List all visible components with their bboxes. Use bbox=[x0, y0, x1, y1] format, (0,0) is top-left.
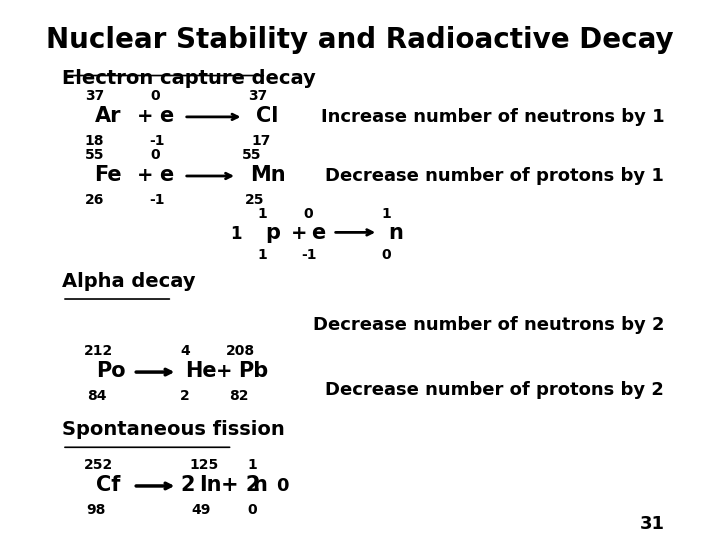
Text: Cl: Cl bbox=[256, 106, 279, 126]
Text: 26: 26 bbox=[85, 193, 104, 207]
Text: 1: 1 bbox=[247, 458, 257, 472]
Text: Decrease number of neutrons by 2: Decrease number of neutrons by 2 bbox=[313, 316, 665, 334]
Text: 1: 1 bbox=[230, 225, 242, 243]
Text: -1: -1 bbox=[302, 248, 318, 262]
Text: -1: -1 bbox=[149, 134, 164, 148]
Text: Fe: Fe bbox=[94, 165, 122, 185]
Text: 31: 31 bbox=[639, 515, 665, 533]
Text: +: + bbox=[216, 362, 233, 381]
Text: Decrease number of protons by 1: Decrease number of protons by 1 bbox=[325, 167, 665, 185]
Text: Electron capture decay: Electron capture decay bbox=[62, 69, 316, 87]
Text: 49: 49 bbox=[192, 503, 211, 517]
Text: Nuclear Stability and Radioactive Decay: Nuclear Stability and Radioactive Decay bbox=[46, 25, 674, 53]
Text: e: e bbox=[159, 165, 174, 185]
Text: +: + bbox=[137, 107, 153, 126]
Text: 84: 84 bbox=[86, 389, 107, 403]
Text: Decrease number of protons by 2: Decrease number of protons by 2 bbox=[325, 381, 665, 399]
Text: 208: 208 bbox=[226, 344, 255, 358]
Text: 0: 0 bbox=[304, 207, 313, 221]
Text: Alpha decay: Alpha decay bbox=[62, 272, 196, 291]
Text: 82: 82 bbox=[229, 389, 248, 403]
Text: Mn: Mn bbox=[250, 165, 286, 185]
Text: 25: 25 bbox=[245, 193, 264, 207]
Text: 252: 252 bbox=[84, 458, 113, 472]
Text: 1: 1 bbox=[382, 207, 391, 221]
Text: 0: 0 bbox=[276, 477, 288, 495]
Text: 1: 1 bbox=[258, 207, 267, 221]
Text: 37: 37 bbox=[248, 89, 267, 103]
Text: 0: 0 bbox=[247, 503, 257, 517]
Text: Spontaneous fission: Spontaneous fission bbox=[62, 421, 285, 440]
Text: Cf: Cf bbox=[96, 475, 120, 495]
Text: +: + bbox=[137, 166, 153, 185]
Text: Pb: Pb bbox=[238, 361, 269, 381]
Text: Ar: Ar bbox=[94, 106, 121, 126]
Text: n: n bbox=[388, 223, 402, 243]
Text: 4: 4 bbox=[180, 344, 189, 358]
Text: 2: 2 bbox=[180, 389, 189, 403]
Text: 98: 98 bbox=[86, 503, 106, 517]
Text: n: n bbox=[253, 475, 267, 495]
Text: 1: 1 bbox=[258, 248, 267, 262]
Text: e: e bbox=[312, 223, 325, 243]
Text: 17: 17 bbox=[251, 134, 271, 148]
Text: 0: 0 bbox=[382, 248, 391, 262]
Text: -1: -1 bbox=[149, 193, 164, 207]
Text: p: p bbox=[265, 223, 280, 243]
Text: 125: 125 bbox=[189, 458, 218, 472]
Text: 55: 55 bbox=[85, 148, 104, 162]
Text: In: In bbox=[199, 475, 222, 495]
Text: 212: 212 bbox=[84, 344, 113, 358]
Text: +: + bbox=[291, 224, 307, 243]
Text: 37: 37 bbox=[85, 89, 104, 103]
Text: 0: 0 bbox=[150, 148, 160, 162]
Text: He: He bbox=[185, 361, 217, 381]
Text: Po: Po bbox=[96, 361, 125, 381]
Text: 18: 18 bbox=[85, 134, 104, 148]
Text: + 2: + 2 bbox=[222, 475, 261, 495]
Text: 0: 0 bbox=[150, 89, 160, 103]
Text: Increase number of neutrons by 1: Increase number of neutrons by 1 bbox=[320, 108, 665, 126]
Text: e: e bbox=[159, 106, 174, 126]
Text: 55: 55 bbox=[242, 148, 261, 162]
Text: 2: 2 bbox=[180, 475, 194, 495]
